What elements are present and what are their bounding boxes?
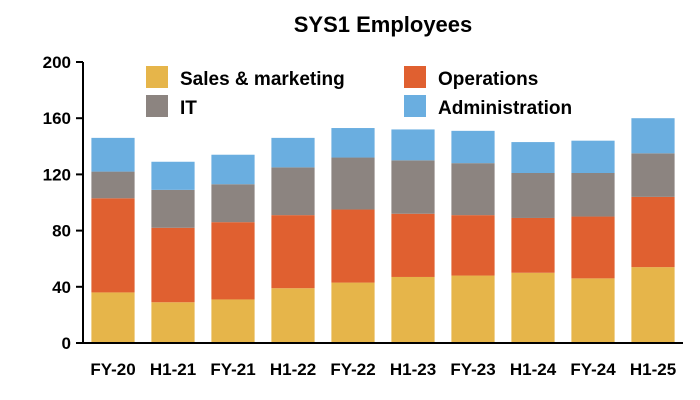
bar-segment [391, 160, 435, 214]
bar-segment [571, 140, 615, 173]
legend-swatch [146, 95, 168, 117]
bar-segment [331, 128, 375, 158]
bar-segment [91, 137, 135, 172]
y-ticks-group: 0 40 80 120 160 200 [43, 53, 83, 353]
x-labels-group: FY-20 H1-21 FY-21 H1-22 FY-22 H1-23 FY-23 H1-24… [90, 360, 676, 379]
bar-segment [511, 172, 555, 218]
bar-segment [451, 163, 495, 216]
y-tick-label: 200 [43, 53, 71, 72]
bar-segment [571, 216, 615, 279]
legend-label: Operations [438, 69, 538, 90]
bar-segment [571, 278, 615, 343]
bar-segment [451, 275, 495, 343]
bar-segment [91, 171, 135, 199]
bar-segment [151, 302, 195, 343]
y-tick-label: 0 [62, 334, 71, 353]
bar-segment [211, 184, 255, 223]
bar-segment [631, 153, 675, 197]
x-category-label: FY-21 [210, 360, 255, 379]
bar-segment [211, 222, 255, 300]
bar-segment [391, 276, 435, 343]
axes-group [82, 62, 683, 344]
bar-segment [331, 157, 375, 210]
legend: Sales & marketing Operations IT Administrat… [146, 66, 572, 119]
bar-segment [631, 267, 675, 343]
legend-swatch [404, 66, 426, 88]
bar-segment [331, 282, 375, 343]
y-tick-label: 160 [43, 109, 71, 128]
legend-swatch [404, 95, 426, 117]
bar-segment [511, 142, 555, 173]
x-category-label: H1-22 [270, 360, 316, 379]
bar-segment [91, 292, 135, 343]
chart-title: SYS1 Employees [294, 12, 473, 37]
y-tick-label: 80 [52, 222, 71, 241]
bar-segment [151, 227, 195, 303]
x-category-label: H1-25 [630, 360, 676, 379]
bar-segment [271, 288, 315, 343]
x-category-label: FY-23 [450, 360, 495, 379]
bar-segment [211, 154, 255, 185]
bar-segment [631, 118, 675, 154]
bar-segment [391, 129, 435, 161]
legend-label: Administration [438, 98, 572, 119]
bar-segment [571, 172, 615, 217]
bar-segment [151, 161, 195, 190]
bar-segment [391, 213, 435, 277]
bar-segment [271, 167, 315, 216]
bar-segment [151, 189, 195, 228]
bar-segment [631, 196, 675, 268]
bar-segment [271, 215, 315, 289]
bar-segment [451, 130, 495, 164]
y-tick-label: 40 [52, 278, 71, 297]
legend-label: IT [180, 98, 197, 119]
bar-segment [271, 137, 315, 168]
x-category-label: FY-22 [330, 360, 375, 379]
bar-segment [91, 198, 135, 293]
legend-swatch [146, 66, 168, 88]
x-category-label: H1-21 [150, 360, 196, 379]
bar-segment [211, 299, 255, 343]
x-category-label: H1-23 [390, 360, 436, 379]
y-tick-label: 120 [43, 165, 71, 184]
x-category-label: FY-20 [90, 360, 135, 379]
bar-segment [511, 217, 555, 273]
bar-segment [331, 209, 375, 283]
legend-label: Sales & marketing [180, 69, 345, 90]
bar-segment [451, 215, 495, 276]
bar-segment [511, 272, 555, 343]
x-category-label: H1-24 [510, 360, 557, 379]
bars-group [91, 118, 675, 343]
x-category-label: FY-24 [570, 360, 616, 379]
